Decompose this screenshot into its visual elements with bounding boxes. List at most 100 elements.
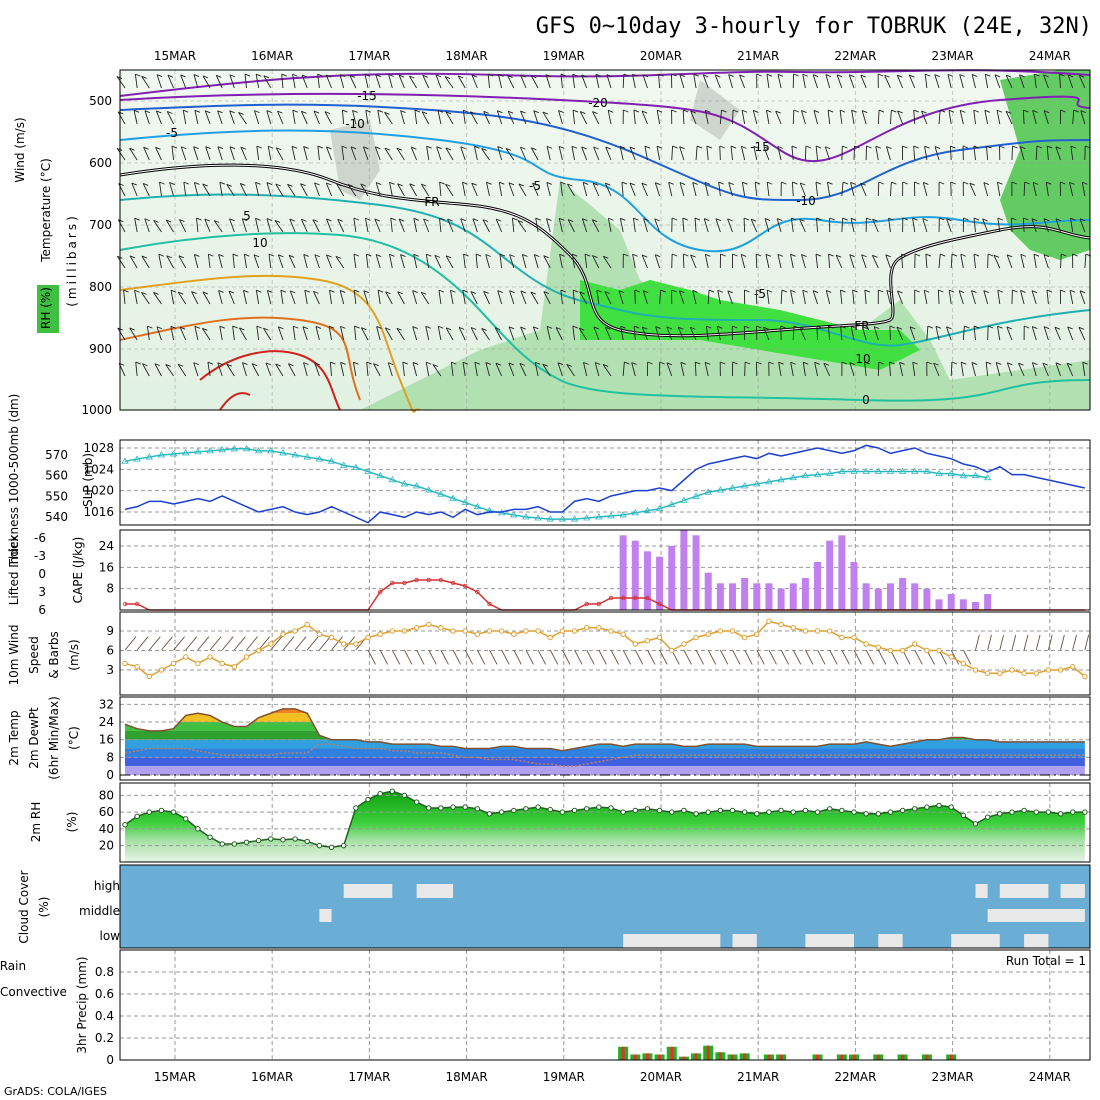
wind-barb-flag <box>742 181 748 185</box>
wind-barb <box>791 181 794 197</box>
wind-barb <box>390 218 393 233</box>
thickness-marker <box>242 445 251 452</box>
wind-barb <box>560 74 563 89</box>
wind-barb-flag <box>342 109 348 113</box>
rh-axis-label-2: (%) <box>65 812 79 833</box>
wind-barb <box>202 291 211 305</box>
wind-barb-flag <box>179 326 186 330</box>
rh-ytick-label: 80 <box>99 788 114 802</box>
rh-line-point <box>401 792 408 799</box>
wind-barb-flag <box>390 217 396 221</box>
upper-ytick-label: 1000 <box>81 403 112 417</box>
wind-barb <box>1081 182 1086 197</box>
wind-barb <box>366 362 369 377</box>
wind-barb-flag <box>659 361 665 365</box>
wind-barb-flag <box>763 326 769 330</box>
wind-barb-flag <box>509 254 515 258</box>
wind-barb-flag <box>634 289 641 293</box>
wind-barb-flag <box>730 145 737 149</box>
wind-barb <box>287 184 296 197</box>
thickness-marker <box>789 473 797 481</box>
wind-barb-flag <box>268 145 274 149</box>
cloud-ytick-label: low <box>100 929 121 943</box>
wind-barb <box>275 183 284 197</box>
thickness-marker <box>534 514 542 521</box>
wind-barb <box>336 183 345 197</box>
precip-conv-bar <box>706 1045 710 1060</box>
wind-barb-flag <box>878 109 885 113</box>
wind-barb <box>984 74 989 89</box>
rh-line-point <box>183 816 189 822</box>
slp-line <box>124 444 1086 524</box>
wind-barb-flag <box>399 218 405 222</box>
wind-barb <box>485 362 490 377</box>
wind-barb <box>889 362 891 377</box>
wind-speed-line-point <box>353 641 359 647</box>
wind-barb-flag <box>643 218 649 221</box>
wind-barb <box>1031 218 1037 233</box>
surface-wind-barb <box>792 649 802 665</box>
wind-speed-line-point <box>304 621 310 628</box>
rh-line-point <box>972 821 979 827</box>
wind-barb-flag <box>756 289 762 293</box>
wind-barb <box>255 182 260 197</box>
rh-line-point <box>1033 809 1039 815</box>
wind-barb <box>178 219 187 233</box>
wind-barb-flag <box>997 181 1003 185</box>
wind-barb-flag <box>940 253 946 257</box>
wind-barb-flag <box>341 145 348 149</box>
wind-barb <box>301 74 308 89</box>
wind-barb <box>933 362 940 377</box>
surface-wind-barb <box>391 649 401 665</box>
wind-barb <box>350 146 357 161</box>
rh-line-point <box>596 804 602 810</box>
wind-barb <box>170 326 175 341</box>
wind-barb <box>1079 290 1086 305</box>
wind-barb <box>156 74 162 89</box>
wind-barb <box>581 218 588 233</box>
wind-barb <box>360 327 369 341</box>
thickness-ytick-label: 560 <box>45 469 68 483</box>
wind-barb <box>790 290 794 305</box>
wind-barb-flag <box>767 181 773 185</box>
wind-barb <box>828 254 831 269</box>
wind-barb-flag <box>778 361 784 365</box>
wind-barb-flag <box>605 326 611 330</box>
wind-barb-flag <box>1006 74 1012 78</box>
wind-barb-flag <box>116 76 123 79</box>
wind-barb-flag <box>753 145 760 149</box>
rh-line-point <box>523 806 529 812</box>
wind-barb-flag <box>520 74 526 78</box>
upper-rh-axis-label: RH (%) <box>39 287 53 329</box>
wind-speed-line-point <box>195 660 201 667</box>
wind-barb <box>983 182 989 197</box>
wind-barb <box>705 326 709 341</box>
wind-barb-flag <box>850 217 857 221</box>
wind-barb-flag <box>153 219 159 223</box>
li-point <box>402 580 407 586</box>
cape-bar <box>874 588 882 610</box>
precip-conv-bar <box>816 1054 820 1060</box>
rh-line-point <box>571 807 578 814</box>
li-point <box>487 601 492 607</box>
wind-barb <box>396 327 405 341</box>
rh-line-point <box>134 813 140 820</box>
wind-barb <box>762 326 770 341</box>
wind-barb-flag <box>508 182 515 186</box>
wind-barb <box>1043 254 1049 269</box>
wind-barb-flag <box>414 109 421 113</box>
wind-barb-flag <box>421 183 427 187</box>
wind-barb-flag <box>654 218 660 222</box>
wind-barb <box>205 146 211 161</box>
rh-line-point <box>620 809 626 815</box>
wind-barb <box>578 327 588 341</box>
wind-barb <box>534 362 539 377</box>
wind-barb <box>398 218 405 233</box>
wind-barb <box>204 218 211 233</box>
wind-barb-flag <box>973 217 980 221</box>
wind-barb-flag <box>793 73 799 77</box>
wind-barb <box>472 218 478 233</box>
wind-speed-line-point <box>1082 673 1088 680</box>
wind-barb-flag <box>602 364 609 367</box>
